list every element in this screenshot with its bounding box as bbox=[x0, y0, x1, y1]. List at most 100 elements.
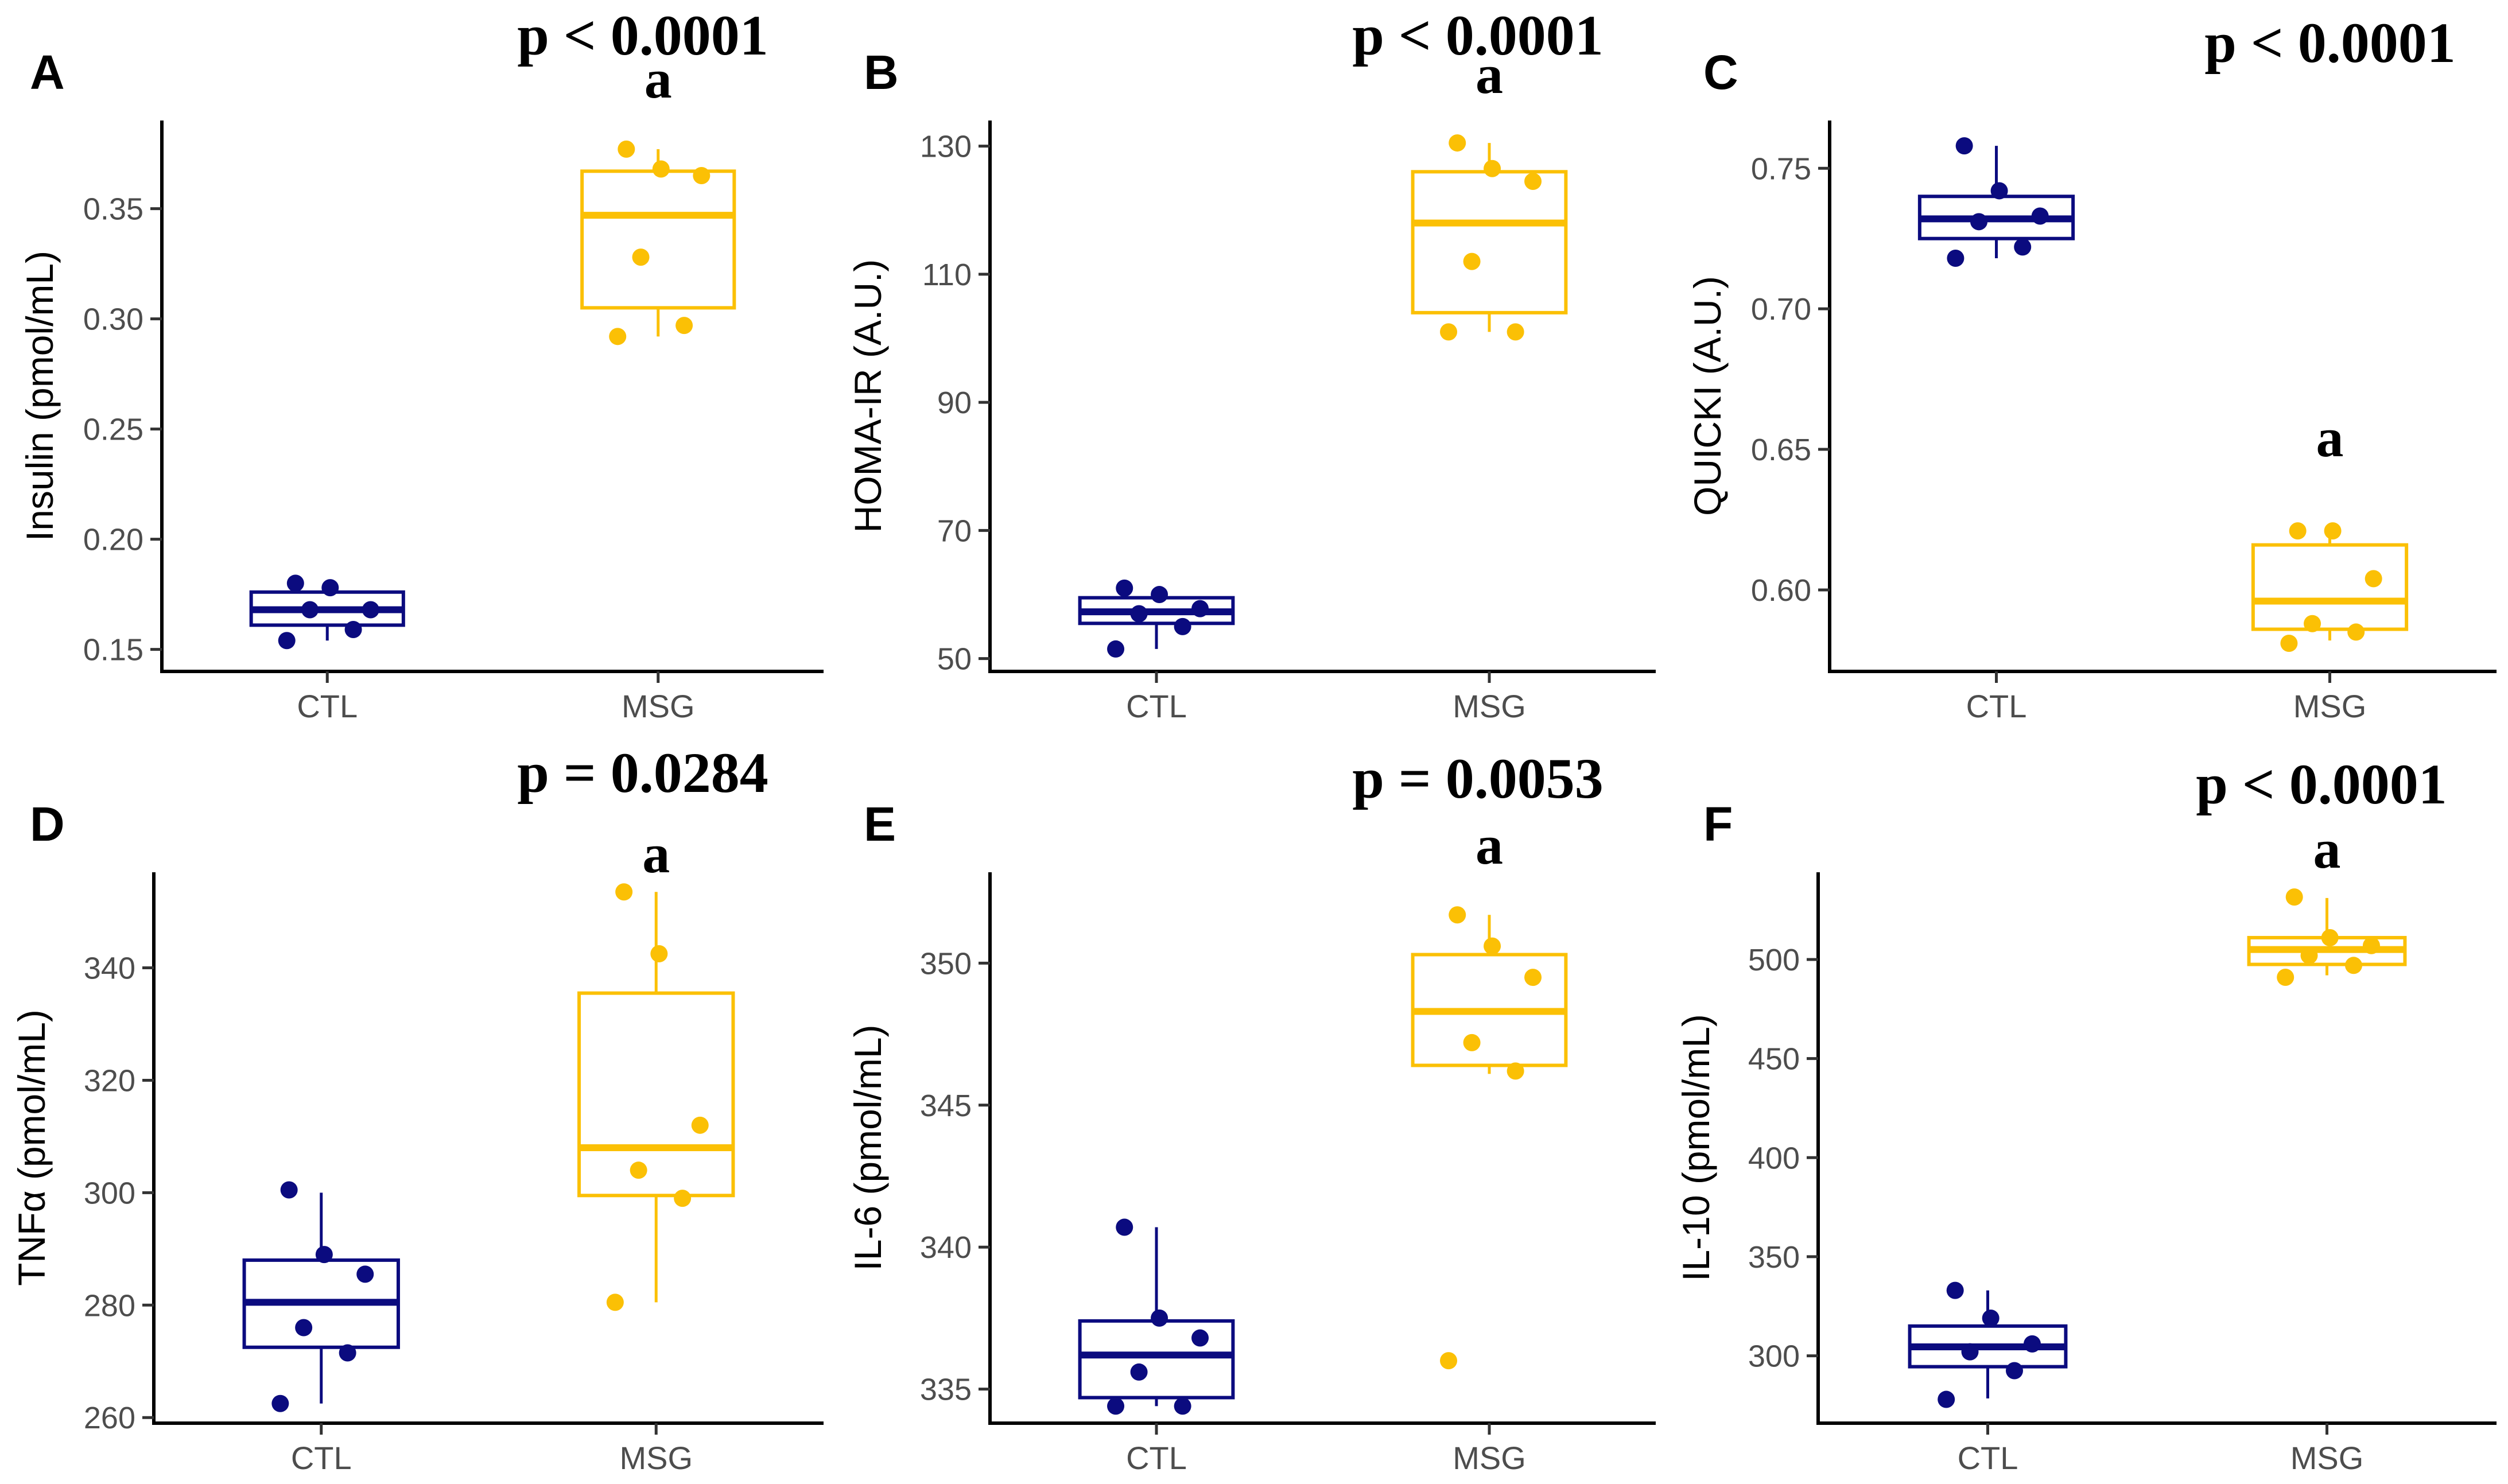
panel-d: 260 280 300 320 340 CTL MSG TNFα (pmol/mL) Dp = … bbox=[10, 741, 824, 1476]
data-point bbox=[2005, 1362, 2023, 1380]
y-tick-label: 0.35 bbox=[83, 192, 143, 227]
data-point bbox=[1970, 213, 1988, 231]
p-value-label: p < 0.0001 bbox=[1352, 3, 1604, 67]
data-point bbox=[1107, 640, 1125, 658]
iqr-box bbox=[577, 991, 735, 1198]
y-tick-label: 70 bbox=[937, 514, 972, 548]
y-tick-label: 110 bbox=[922, 258, 972, 292]
data-point bbox=[693, 167, 711, 184]
data-point bbox=[2300, 947, 2318, 965]
x-tick-label: MSG bbox=[1453, 1440, 1526, 1476]
x-tick-label: MSG bbox=[619, 1440, 693, 1476]
data-point bbox=[2023, 1335, 2041, 1353]
box-ctl bbox=[1917, 137, 2075, 267]
data-point bbox=[321, 579, 339, 597]
data-point bbox=[295, 1319, 313, 1337]
y-tick-label: 0.70 bbox=[1751, 292, 1811, 327]
p-value-label: p = 0.0284 bbox=[517, 741, 768, 805]
data-point bbox=[1449, 134, 1466, 152]
data-point bbox=[2324, 522, 2342, 540]
y-tick-label: 340 bbox=[84, 951, 135, 986]
y-axis-label: IL-10 (pmol/mL) bbox=[1675, 1014, 1717, 1281]
data-point bbox=[301, 601, 319, 619]
iqr-box bbox=[1078, 1319, 1235, 1400]
data-point bbox=[271, 1394, 289, 1412]
data-point bbox=[1174, 1397, 1191, 1415]
y-tick-label: 400 bbox=[1748, 1141, 1800, 1175]
y-tick-label: 50 bbox=[937, 642, 972, 677]
data-point bbox=[652, 160, 670, 178]
data-point bbox=[1507, 1062, 1524, 1080]
data-point bbox=[2347, 623, 2365, 641]
box-ctl bbox=[242, 1181, 400, 1412]
significance-label: a bbox=[2316, 407, 2344, 468]
significance-label: a bbox=[645, 48, 672, 110]
box-msg bbox=[2251, 522, 2409, 652]
panel-letter: F bbox=[1703, 797, 1733, 851]
data-point bbox=[1174, 617, 1191, 635]
data-point bbox=[2304, 615, 2321, 632]
data-point bbox=[1947, 250, 1965, 267]
x-tick-label: MSG bbox=[2293, 688, 2367, 724]
significance-label: a bbox=[2313, 818, 2341, 880]
significance-label: a bbox=[1476, 814, 1503, 876]
iqr-box bbox=[580, 169, 736, 310]
p-value-label: p < 0.0001 bbox=[2196, 752, 2447, 816]
y-axis-label: HOMA-IR (A.U.) bbox=[847, 259, 889, 533]
data-point bbox=[1151, 1309, 1168, 1327]
y-tick-label: 335 bbox=[920, 1373, 972, 1407]
panel-letter: B bbox=[864, 45, 899, 99]
y-axis-label: Insulin (pmol/mL) bbox=[18, 251, 61, 541]
data-point bbox=[1946, 1281, 1964, 1299]
x-tick-label: CTL bbox=[1966, 688, 2027, 724]
box-ctl bbox=[249, 574, 405, 650]
data-point bbox=[691, 1116, 709, 1134]
y-tick-label: 500 bbox=[1748, 943, 1800, 977]
y-tick-label: 320 bbox=[84, 1063, 135, 1098]
panel-letter: D bbox=[30, 797, 65, 851]
box-msg bbox=[1411, 906, 1568, 1370]
data-point bbox=[2321, 929, 2339, 946]
p-value-label: p < 0.0001 bbox=[517, 3, 768, 67]
panel-a: 0.15 0.20 0.25 0.30 0.35 CTL MSG Insulin (pmol/… bbox=[18, 3, 824, 724]
data-point bbox=[1116, 579, 1133, 597]
y-axis-label: TNFα (pmol/mL) bbox=[10, 1009, 53, 1286]
iqr-box bbox=[2251, 543, 2409, 631]
data-point bbox=[1191, 600, 1209, 617]
data-point bbox=[315, 1246, 333, 1264]
x-tick-label: MSG bbox=[2290, 1440, 2364, 1476]
data-point bbox=[630, 1161, 647, 1179]
x-tick-label: MSG bbox=[1453, 688, 1526, 724]
y-tick-label: 340 bbox=[920, 1230, 972, 1265]
data-point bbox=[2277, 969, 2295, 986]
y-axis-label: QUICKI (A.U.) bbox=[1686, 276, 1729, 516]
y-tick-label: 0.75 bbox=[1751, 151, 1811, 186]
y-tick-label: 280 bbox=[84, 1288, 135, 1323]
box-msg bbox=[577, 883, 735, 1311]
p-value-label: p = 0.0053 bbox=[1352, 747, 1604, 810]
x-tick-label: CTL bbox=[291, 1440, 352, 1476]
data-point bbox=[615, 883, 633, 901]
data-point bbox=[286, 574, 304, 592]
data-point bbox=[1961, 1343, 1979, 1361]
data-point bbox=[1191, 1329, 1209, 1347]
data-point bbox=[632, 248, 650, 266]
data-point bbox=[1440, 1352, 1458, 1370]
x-tick-label: CTL bbox=[1126, 1440, 1187, 1476]
data-point bbox=[1524, 969, 1542, 986]
panel-f: 300 350 400 450 500 CTL MSG IL-10 (pmol/mL) Fp <… bbox=[1675, 752, 2497, 1476]
data-point bbox=[362, 601, 379, 619]
box-ctl bbox=[1078, 579, 1235, 658]
data-point bbox=[2031, 207, 2049, 225]
data-point bbox=[1463, 252, 1481, 270]
data-point bbox=[650, 945, 668, 963]
data-point bbox=[1463, 1034, 1481, 1051]
y-tick-label: 0.60 bbox=[1751, 573, 1811, 608]
data-point bbox=[356, 1265, 374, 1283]
data-point bbox=[1130, 1363, 1148, 1381]
y-tick-label: 130 bbox=[920, 130, 972, 164]
data-point bbox=[674, 1190, 692, 1207]
data-point bbox=[2014, 238, 2032, 256]
panel-letter: E bbox=[864, 797, 896, 851]
y-tick-label: 450 bbox=[1748, 1042, 1800, 1077]
